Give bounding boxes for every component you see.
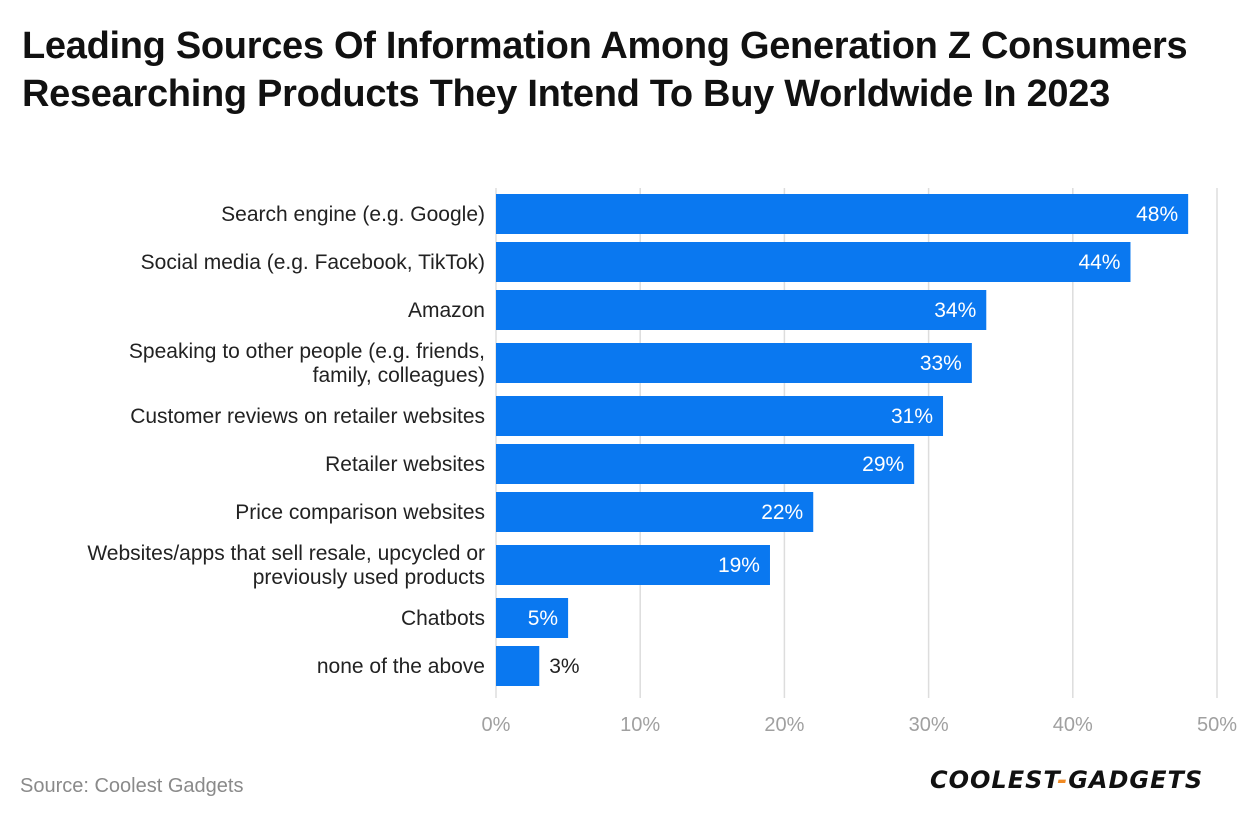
bar	[496, 343, 972, 383]
bar	[496, 242, 1131, 282]
category-label: Speaking to other people (e.g. friends,	[129, 340, 485, 363]
value-label: 29%	[862, 453, 904, 476]
category-label: Price comparison websites	[235, 501, 485, 524]
category-label: family, colleagues)	[313, 364, 485, 387]
category-label: Social media (e.g. Facebook, TikTok)	[141, 251, 485, 274]
category-label: Amazon	[408, 299, 485, 322]
value-label: 34%	[934, 299, 976, 322]
bar	[496, 545, 770, 585]
x-tick-label: 10%	[620, 714, 660, 736]
value-label: 22%	[761, 501, 803, 524]
value-label: 5%	[528, 607, 558, 630]
x-axis-ticks: 0% 10% 20% 30% 40% 50%	[482, 714, 1238, 736]
logo-part2: GADGETS	[1068, 766, 1204, 794]
bar	[496, 194, 1189, 234]
value-label: 3%	[549, 655, 579, 678]
category-label: Search engine (e.g. Google)	[221, 203, 485, 226]
chart-title: Leading Sources Of Information Among Gen…	[22, 25, 1188, 115]
x-tick-label: 30%	[909, 714, 949, 736]
brand-logo: COOLEST-GADGETS	[930, 766, 1203, 794]
category-label: Customer reviews on retailer websites	[130, 405, 485, 428]
category-label: previously used products	[253, 566, 485, 589]
x-tick-label: 20%	[764, 714, 804, 736]
bar	[496, 396, 944, 436]
value-label: 19%	[718, 554, 760, 577]
logo-separator: -	[1057, 766, 1069, 794]
x-tick-label: 40%	[1053, 714, 1093, 736]
logo-part1: COOLEST	[930, 766, 1058, 794]
category-label: Websites/apps that sell resale, upcycled…	[87, 542, 485, 565]
bar	[496, 444, 915, 484]
value-label: 44%	[1078, 251, 1120, 274]
bars	[496, 194, 1189, 686]
value-labels: 48% 44% 34% 33% 31% 29% 22% 19% 5% 3%	[528, 203, 1178, 678]
x-tick-label: 0%	[482, 714, 511, 736]
bar	[496, 492, 814, 532]
x-tick-label: 50%	[1197, 714, 1237, 736]
bar	[496, 290, 987, 330]
source-note: Source: Coolest Gadgets	[20, 775, 244, 797]
category-label: Retailer websites	[325, 453, 485, 476]
bar	[496, 598, 569, 638]
bar	[496, 646, 540, 686]
category-label: Chatbots	[401, 607, 485, 630]
value-label: 33%	[920, 352, 962, 375]
category-labels: Search engine (e.g. Google) Social media …	[87, 203, 485, 678]
value-label: 31%	[891, 405, 933, 428]
value-label: 48%	[1136, 203, 1178, 226]
category-label: none of the above	[317, 655, 485, 678]
